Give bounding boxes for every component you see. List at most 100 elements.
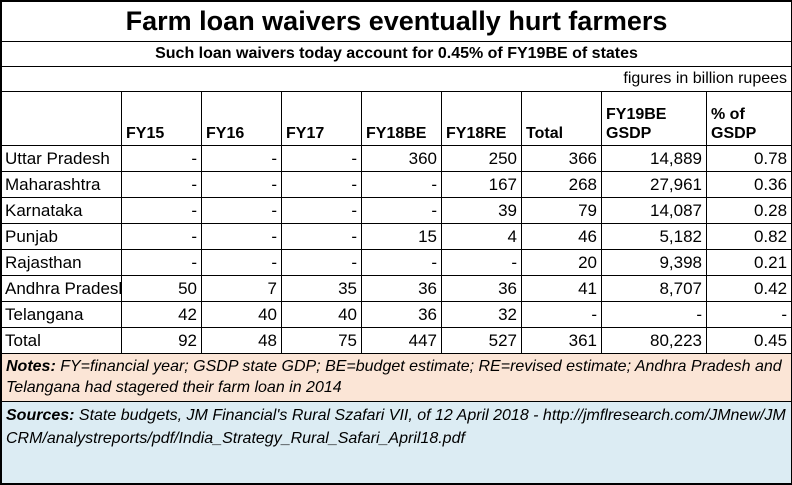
table-cell: - [201,171,282,198]
table-cell: - [281,223,362,250]
table-cell: - [201,197,282,224]
table-cell: 0.78 [705,145,792,172]
column-header: FY17 [281,91,362,146]
table-cell: 14,087 [601,197,707,224]
row-label: Total [1,327,122,354]
table-cell: - [441,249,522,276]
notes-label: Notes: [6,358,56,375]
table-cell: 0.82 [705,223,792,250]
table-cell: - [521,301,602,328]
table-cell: 7 [201,275,282,302]
sources-text: State budgets, JM Financial's Rural Szaf… [6,407,786,447]
table-cell: - [281,145,362,172]
table-cell: 250 [441,145,522,172]
table-cell: - [361,197,442,224]
column-header: % of GSDP [705,91,792,146]
row-label: Maharashtra [1,171,122,198]
table-cell: 36 [441,275,522,302]
table-cell: 360 [361,145,442,172]
row-label: Uttar Pradesh [1,145,122,172]
column-header: FY16 [201,91,282,146]
header-row: FY15 FY16 FY17 FY18BE FY18RE Total FY19BE GSDP… [1,91,792,146]
table-row: Punjab - - -15 4 46 5,182 0.82 [1,223,792,250]
table-cell: - [281,171,362,198]
row-label: Karnataka [1,197,122,224]
table-cell: 20 [521,249,602,276]
table-cell: 75 [281,327,362,354]
table-cell: - [121,145,202,172]
column-header: FY15 [121,91,202,146]
table-cell: 27,961 [601,171,707,198]
column-header: FY19BE GSDP [601,91,707,146]
table-cell: 0.28 [705,197,792,224]
table-row: Total 92 48 75 447 527 361 80,223 0.45 [1,327,792,354]
table-cell: 8,707 [601,275,707,302]
table-cell: 42 [121,301,202,328]
table-subtitle: Such loan waivers today account for 0.45… [0,41,792,67]
table-cell: 14,889 [601,145,707,172]
table-cell: 15 [361,223,442,250]
row-label: Telangana [1,301,122,328]
table-cell: 268 [521,171,602,198]
table-cell: - [361,249,442,276]
table-cell: - [201,223,282,250]
table-cell: 46 [521,223,602,250]
table-cell: 48 [201,327,282,354]
row-label: Punjab [1,223,122,250]
table-cell: - [121,223,202,250]
table-cell: - [121,171,202,198]
table-cell: - [201,249,282,276]
table-row: Rajasthan - - - - -20 9,398 0.21 [1,249,792,276]
table-cell: 9,398 [601,249,707,276]
table-cell: 5,182 [601,223,707,250]
table-cell: 50 [121,275,202,302]
table-cell: 0.36 [705,171,792,198]
table-cell: 527 [441,327,522,354]
table-cell: 40 [281,301,362,328]
table-cell: 79 [521,197,602,224]
column-header: FY18RE [441,91,522,146]
table-cell: 167 [441,171,522,198]
table-cell: 80,223 [601,327,707,354]
table-cell: - [121,197,202,224]
table-cell: - [601,301,707,328]
table-cell: - [705,301,792,328]
table-cell: 40 [201,301,282,328]
table-cell: - [281,197,362,224]
table-cell: - [281,249,362,276]
table-title: Farm loan waivers eventually hurt farmer… [0,1,792,42]
column-header: FY18BE [361,91,442,146]
table-row: Karnataka - - - -39 79 14,087 0.28 [1,197,792,224]
table-row: Telangana 42 40 40 36 32- - - [1,301,792,328]
row-label: Rajasthan [1,249,122,276]
notes-cell: Notes: FY=financial year; GSDP state GDP… [0,353,792,402]
table-cell: 447 [361,327,442,354]
sources-cell: Sources: State budgets, JM Financial's R… [0,401,792,484]
table-row: Uttar Pradesh - - -360 250 366 14,889 0.78 [1,145,792,172]
table-cell: 39 [441,197,522,224]
table-cell: 41 [521,275,602,302]
table-cell: 36 [361,301,442,328]
units-label: figures in billion rupees [0,66,792,92]
table-cell: 36 [361,275,442,302]
table-cell: - [201,145,282,172]
table-cell: 35 [281,275,362,302]
table-cell: 92 [121,327,202,354]
notes-text: FY=financial year; GSDP state GDP; BE=bu… [6,358,782,396]
column-header: Total [521,91,602,146]
table-cell: 0.21 [705,249,792,276]
table-cell: - [361,171,442,198]
table-cell: 4 [441,223,522,250]
sources-label: Sources: [6,407,75,424]
table-cell: 32 [441,301,522,328]
table-cell: 0.42 [705,275,792,302]
table-cell: 0.45 [705,327,792,354]
table-cell: - [121,249,202,276]
row-label: Andhra Pradesh [1,275,122,302]
table-row: Andhra Pradesh 50 7 35 36 36 41 8,707 0.42 [1,275,792,302]
table-row: Maharashtra - - - -167 268 27,961 0.36 [1,171,792,198]
column-header [1,91,122,146]
table-cell: 361 [521,327,602,354]
